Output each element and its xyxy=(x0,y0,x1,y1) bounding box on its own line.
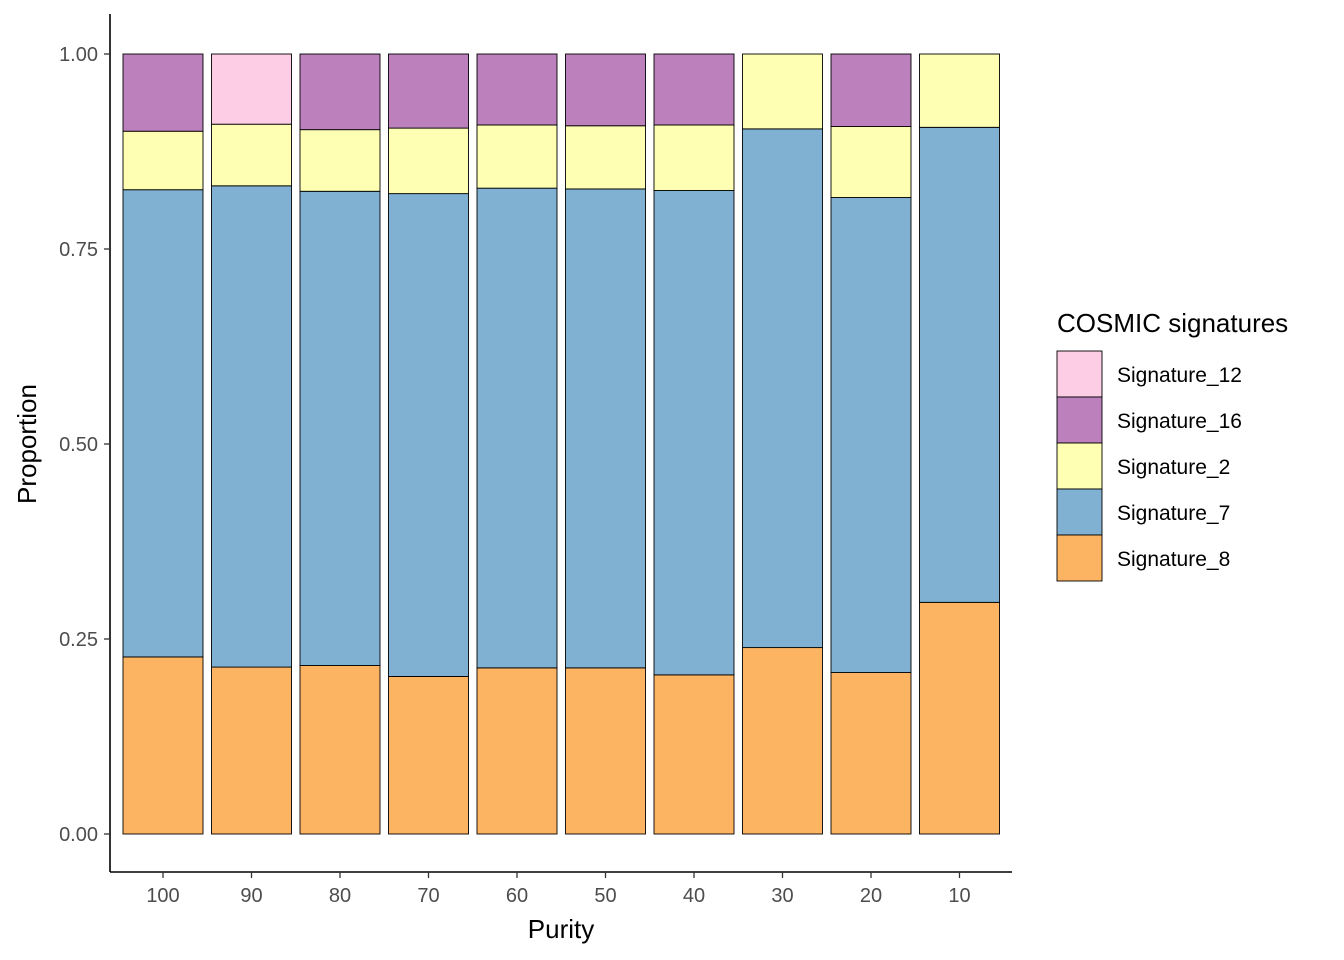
x-tick-label-80: 80 xyxy=(329,885,351,907)
bar-segment-signature-8-80 xyxy=(299,665,381,835)
y-tick-label: 0.75 xyxy=(59,239,98,261)
x-tick-label-40: 40 xyxy=(683,885,705,907)
bar-segment-signature-7-100 xyxy=(122,189,204,658)
legend-label-signature-7: Signature_7 xyxy=(1117,502,1230,525)
bar-segment-signature-7-70 xyxy=(388,193,469,677)
bar-segment-signature-8-50 xyxy=(565,667,646,835)
bar-segment-signature-7-40 xyxy=(653,190,735,676)
bar-segment-signature-8-90 xyxy=(211,666,292,835)
bar-segment-signature-7-60 xyxy=(476,187,558,669)
y-tick-label: 0.00 xyxy=(59,824,98,846)
x-tick-label-50: 50 xyxy=(594,885,616,907)
bar-segment-signature-16-100 xyxy=(122,53,204,132)
bar-segment-signature-2-70 xyxy=(388,127,469,195)
bar-segment-signature-16-40 xyxy=(653,53,735,126)
legend: COSMIC signatures Signature_12 Signature_… xyxy=(1056,308,1288,582)
legend-key-signature-8 xyxy=(1056,534,1103,582)
bar-segment-signature-8-20 xyxy=(830,672,912,835)
legend-label-signature-16: Signature_16 xyxy=(1117,410,1242,433)
y-tick-label: 0.50 xyxy=(59,434,98,456)
bar-segment-signature-2-90 xyxy=(211,123,292,187)
bar-segment-signature-7-90 xyxy=(211,185,292,668)
bar-segment-signature-7-50 xyxy=(565,188,646,669)
legend-key-signature-2 xyxy=(1056,442,1103,490)
bar-segment-signature-8-10 xyxy=(919,601,1000,835)
bar-segment-signature-2-30 xyxy=(742,53,823,130)
x-tick-label-20: 20 xyxy=(860,885,882,907)
bars-group xyxy=(122,53,1000,835)
x-tick-label-30: 30 xyxy=(771,885,793,907)
y-axis: 0.00 0.25 0.50 0.75 1.00 xyxy=(59,14,111,872)
bar-segment-signature-2-60 xyxy=(476,124,558,189)
bar-segment-signature-2-80 xyxy=(299,129,381,192)
bar-segment-signature-8-100 xyxy=(122,656,204,835)
bar-segment-signature-16-60 xyxy=(476,53,558,126)
bar-segment-signature-7-30 xyxy=(742,128,823,649)
bar-segment-signature-7-20 xyxy=(830,197,912,673)
bar-segment-signature-8-40 xyxy=(653,674,735,835)
y-tick-label: 1.00 xyxy=(59,44,98,66)
bar-segment-signature-7-10 xyxy=(919,126,1000,603)
x-tick-label-100: 100 xyxy=(146,885,179,907)
bar-segment-signature-2-50 xyxy=(565,125,646,190)
legend-title: COSMIC signatures xyxy=(1057,308,1288,338)
bar-segment-signature-2-10 xyxy=(919,53,1000,128)
bar-segment-signature-16-70 xyxy=(388,53,469,129)
legend-key-signature-7 xyxy=(1056,488,1103,536)
bar-segment-signature-16-50 xyxy=(565,53,646,127)
bar-segment-signature-8-70 xyxy=(388,675,469,835)
bar-segment-signature-8-30 xyxy=(742,647,823,835)
legend-label-signature-12: Signature_12 xyxy=(1117,364,1242,387)
bar-segment-signature-2-100 xyxy=(122,130,204,191)
bar-segment-signature-2-20 xyxy=(830,126,912,198)
x-tick-label-10: 10 xyxy=(948,885,970,907)
y-tick-label: 0.25 xyxy=(59,629,98,651)
x-axis-title: Purity xyxy=(528,914,594,944)
x-tick-label-90: 90 xyxy=(240,885,262,907)
x-tick-label-70: 70 xyxy=(417,885,439,907)
legend-label-signature-8: Signature_8 xyxy=(1117,548,1230,571)
bar-segment-signature-7-80 xyxy=(299,190,381,666)
bar-segment-signature-8-60 xyxy=(476,667,558,835)
bar-segment-signature-12-90 xyxy=(211,53,292,125)
legend-key-signature-16 xyxy=(1056,396,1103,444)
x-axis: 100 90 80 70 60 50 40 30 20 10 xyxy=(110,871,1012,907)
legend-label-signature-2: Signature_2 xyxy=(1117,456,1230,479)
y-axis-title: Proportion xyxy=(12,384,42,504)
legend-key-signature-12 xyxy=(1056,350,1103,398)
x-tick-label-60: 60 xyxy=(506,885,528,907)
bar-segment-signature-16-80 xyxy=(299,53,381,131)
bar-segment-signature-16-20 xyxy=(830,53,912,127)
bar-segment-signature-2-40 xyxy=(653,124,735,191)
